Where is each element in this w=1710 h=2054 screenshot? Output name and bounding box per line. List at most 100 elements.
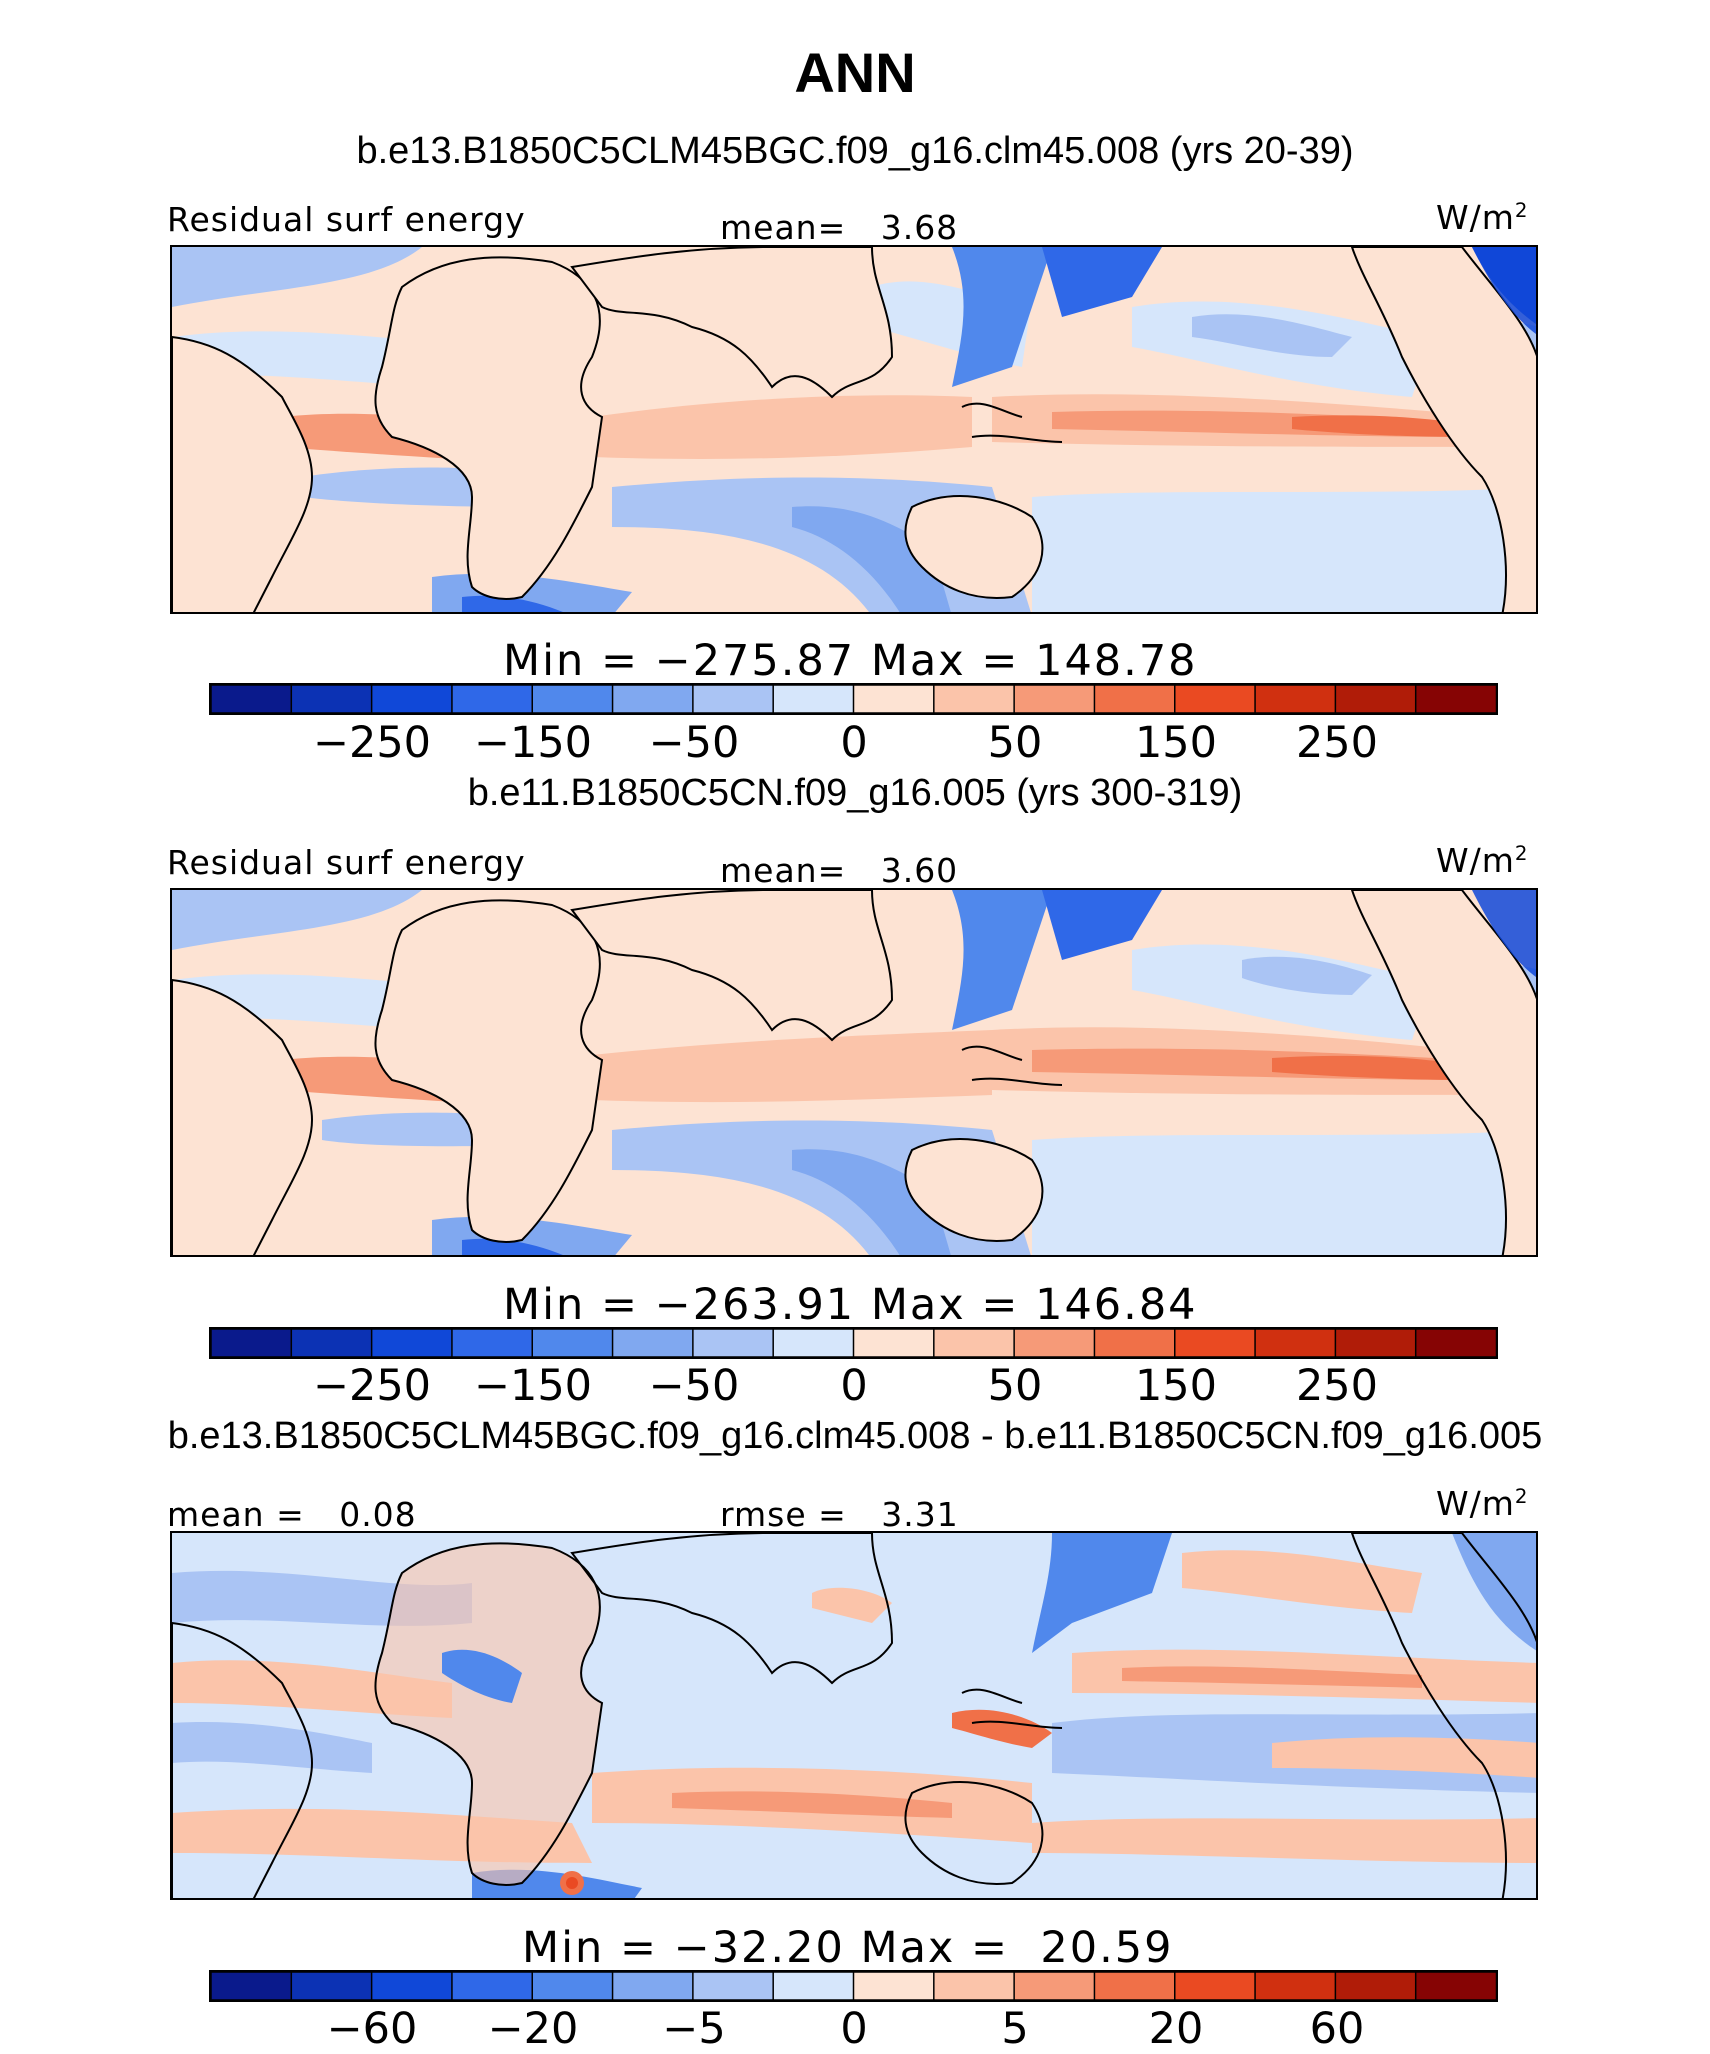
panel-1-tick-label: 250 [1295,718,1379,768]
panel-1-tick-label: −50 [648,718,740,768]
colorbar-box [1334,1329,1417,1357]
panel-1-tick-label: 50 [987,718,1043,768]
panel-1-map [170,245,1538,614]
colorbar-box [451,1972,534,2000]
colorbar-box [852,1329,936,1357]
panel-3-map [170,1531,1538,1900]
panel-1-tick-label: −150 [473,718,593,768]
panel-3-minmax: Min = −32.20 Max = 20.59 [522,1923,1174,1973]
colorbar-box [1414,1329,1496,1357]
colorbar-box [933,1329,1016,1357]
colorbar-box [290,685,373,713]
colorbar-box [370,1329,454,1357]
panel-2-tick-label: 0 [840,1361,868,1411]
panel-1-tick-label: 150 [1134,718,1218,768]
panel-3-case-title: b.e13.B1850C5CLM45BGC.f09_g16.clm45.008 … [167,1415,1543,1457]
figure-title: ANN [794,41,916,104]
colorbar-box [1013,685,1096,713]
colorbar-box [370,1972,454,2000]
panel-2-tick-label: −250 [312,1361,432,1411]
colorbar-box [290,1972,373,2000]
colorbar-box [531,1329,614,1357]
colorbar-box [852,685,936,713]
colorbar-box [692,1329,775,1357]
panel-1-mean-label: mean= 3.68 [720,208,959,247]
panel-2-map [170,888,1538,1257]
colorbar-box [1013,1329,1096,1357]
colorbar-box [611,1972,695,2000]
panel-3-tick-label: −60 [326,2004,418,2054]
colorbar-box [1093,1972,1176,2000]
colorbar-box [772,1972,855,2000]
panel-1-variable-label: Residual surf energy [167,200,526,239]
panel-2-tick-label: −150 [473,1361,593,1411]
colorbar-box [611,685,695,713]
colorbar-box [1254,1329,1337,1357]
panel-3-tick-label: 60 [1309,2004,1365,2054]
colorbar-box [1414,1972,1496,2000]
colorbar-box [290,1329,373,1357]
panel-3-colorbar-boxes [211,1972,1496,2000]
colorbar-box [370,685,454,713]
panel-3-tick-label: 0 [840,2004,868,2054]
panel-1-colorbar-boxes [211,685,1496,713]
colorbar-box [933,1972,1016,2000]
panel-2-variable-label: Residual surf energy [167,843,526,882]
colorbar-box [531,1972,614,2000]
panel-2-units-label: W/m2 [1436,841,1529,880]
panel-2-tick-label: 150 [1134,1361,1218,1411]
colorbar-box [1174,685,1257,713]
colorbar-box [531,685,614,713]
panel-2-tick-label: 50 [987,1361,1043,1411]
colorbar-box [611,1329,695,1357]
colorbar-box [211,685,293,713]
colorbar-box [1013,1972,1096,2000]
panel-2-colorbar [209,1327,1498,1359]
panel-1-minmax: Min = −275.87 Max = 148.78 [503,636,1198,686]
panel-2-tick-label: −50 [648,1361,740,1411]
panel-1-colorbar [209,683,1498,715]
panel-1-tick-label: −250 [312,718,432,768]
panel-3-tick-label: −20 [487,2004,579,2054]
panel-2-colorbar-ticks: −250 −150 −50 0 50 150 250 [0,1361,1710,1411]
panel-3-colorbar-ticks: −60 −20 −5 0 5 20 60 [0,2004,1710,2054]
panel-2-case-title: b.e11.B1850C5CN.f09_g16.005 (yrs 300-319… [467,772,1243,814]
colorbar-box [451,685,534,713]
panel-3-tick-label: 5 [1001,2004,1029,2054]
colorbar-box [692,1972,775,2000]
colorbar-box [211,1972,293,2000]
colorbar-box [1414,685,1496,713]
panel-3-tick-label: 20 [1148,2004,1204,2054]
colorbar-box [211,1329,293,1357]
panel-3-colorbar [209,1970,1498,2002]
panel-2-tick-label: 250 [1295,1361,1379,1411]
colorbar-box [933,685,1016,713]
colorbar-box [1334,685,1417,713]
colorbar-box [772,1329,855,1357]
colorbar-box [1174,1329,1257,1357]
colorbar-box [451,1329,534,1357]
colorbar-box [772,685,855,713]
panel-1-field [172,247,1536,612]
panel-3-units-label: W/m2 [1436,1484,1529,1523]
panel-1-colorbar-ticks: −250 −150 −50 0 50 150 250 [0,718,1710,768]
panel-3-mean-label: mean = 0.08 [167,1495,417,1534]
panel-3-tick-label: −5 [662,2004,726,2054]
colorbar-box [852,1972,936,2000]
panel-3-field [172,1533,1536,1898]
panel-2-minmax: Min = −263.91 Max = 146.84 [503,1280,1198,1330]
colorbar-box [692,685,775,713]
panel-3-rmse-label: rmse = 3.31 [720,1495,959,1534]
colorbar-box [1334,1972,1417,2000]
panel-2-mean-label: mean= 3.60 [720,851,959,890]
panel-1-units-label: W/m2 [1436,198,1529,237]
colorbar-box [1093,685,1176,713]
colorbar-box [1254,685,1337,713]
colorbar-box [1254,1972,1337,2000]
panel-1-tick-label: 0 [840,718,868,768]
panel-2-field [172,890,1536,1255]
colorbar-box [1174,1972,1257,2000]
panel-2-colorbar-boxes [211,1329,1496,1357]
panel-1-case-title: b.e13.B1850C5CLM45BGC.f09_g16.clm45.008 … [356,130,1354,172]
colorbar-box [1093,1329,1176,1357]
